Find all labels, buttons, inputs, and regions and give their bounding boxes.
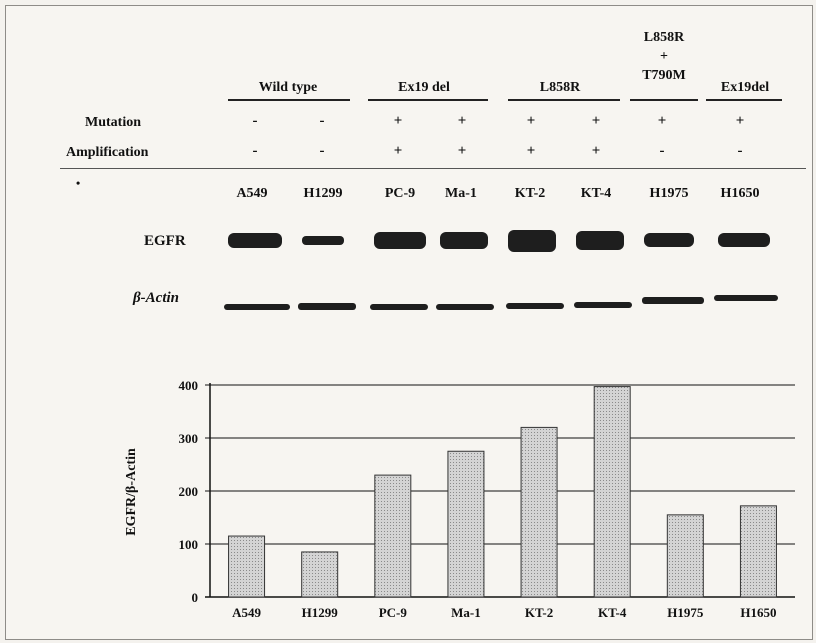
- bar-a549: [228, 535, 266, 598]
- amplification-value: -: [737, 143, 743, 159]
- mutation-value: +: [591, 113, 601, 129]
- x-tick-label: H1650: [740, 605, 776, 620]
- bar-h1975: [666, 514, 704, 598]
- amplification-value: -: [252, 143, 258, 159]
- lane-label: A549: [236, 186, 268, 201]
- x-tick-label: H1975: [667, 605, 704, 620]
- group-label-l858r: L858R: [539, 80, 581, 95]
- mutation-value: -: [319, 113, 325, 129]
- amplification-value: -: [319, 143, 325, 159]
- group-underline-l858r-t790m: [630, 99, 698, 101]
- group-label-l858r-t790m: L858R + T790M: [642, 30, 686, 83]
- x-tick-label: KT-2: [525, 605, 553, 620]
- actin-band: [436, 304, 494, 310]
- x-tick-label: KT-4: [598, 605, 627, 620]
- mutation-value: +: [735, 113, 745, 129]
- egfr-band: [228, 233, 282, 248]
- lane-label: H1975: [649, 186, 689, 201]
- amplification-value: +: [526, 143, 536, 159]
- actin-band: [506, 303, 564, 309]
- lane-label: Ma-1: [445, 186, 477, 201]
- mutation-value: +: [657, 113, 667, 129]
- bar-h1299: [301, 551, 339, 598]
- bar-ma-1: [447, 450, 485, 598]
- egfr-band: [576, 231, 624, 250]
- y-tick-label: 0: [192, 590, 199, 605]
- amplification-value: +: [457, 143, 467, 159]
- actin-band: [298, 303, 356, 310]
- amplification-value: +: [393, 143, 403, 159]
- y-tick-label: 200: [179, 484, 199, 499]
- group-underline-ex19-del: [368, 99, 488, 101]
- actin-band: [574, 302, 632, 308]
- group-label-wild-type: Wild type: [258, 80, 318, 95]
- y-tick-label: 400: [179, 378, 199, 393]
- y-tick-label: 100: [179, 537, 199, 552]
- bar-kt-4: [593, 386, 631, 598]
- group-label-ex19del: Ex19del: [720, 80, 770, 95]
- lane-label: KT-2: [514, 186, 546, 201]
- x-tick-label: A549: [232, 605, 261, 620]
- amplification-row-label: Amplification: [66, 145, 149, 160]
- actin-band: [224, 304, 290, 310]
- header-separator: [60, 168, 806, 169]
- amplification-value: +: [591, 143, 601, 159]
- group-underline-l858r: [508, 99, 620, 101]
- x-tick-label: PC-9: [379, 605, 408, 620]
- bar-kt-2: [520, 426, 558, 598]
- mutation-value: +: [526, 113, 536, 129]
- lane-label: H1650: [720, 186, 760, 201]
- actin-band: [642, 297, 704, 304]
- y-tick-label: 300: [179, 431, 199, 446]
- mutation-value: -: [252, 113, 258, 129]
- egfr-band: [718, 233, 770, 247]
- bar-h1650: [739, 505, 777, 598]
- actin-band: [714, 295, 778, 301]
- actin-row-label: β-Actin: [133, 290, 180, 306]
- lane-label: H1299: [303, 186, 343, 201]
- egfr-band: [440, 232, 488, 249]
- egfr-band: [302, 236, 344, 245]
- egfr-band: [508, 230, 556, 252]
- egfr-band: [374, 232, 426, 249]
- x-tick-label: H1299: [302, 605, 339, 620]
- bullet-mark: •: [76, 176, 81, 190]
- actin-band: [370, 304, 428, 310]
- lane-label: PC-9: [384, 186, 416, 201]
- group-underline-ex19del: [706, 99, 782, 101]
- lane-label: KT-4: [580, 186, 612, 201]
- bar-pc-9: [374, 474, 412, 598]
- group-underline-wild-type: [228, 99, 350, 101]
- mutation-value: +: [457, 113, 467, 129]
- mutation-row-label: Mutation: [85, 115, 141, 130]
- mutation-value: +: [393, 113, 403, 129]
- group-label-ex19-del: Ex19 del: [398, 80, 450, 95]
- y-axis-label: EGFR/β-Actin: [124, 448, 139, 536]
- egfr-band: [644, 233, 694, 247]
- x-tick-label: Ma-1: [451, 605, 481, 620]
- amplification-value: -: [659, 143, 665, 159]
- egfr-row-label: EGFR: [144, 233, 186, 249]
